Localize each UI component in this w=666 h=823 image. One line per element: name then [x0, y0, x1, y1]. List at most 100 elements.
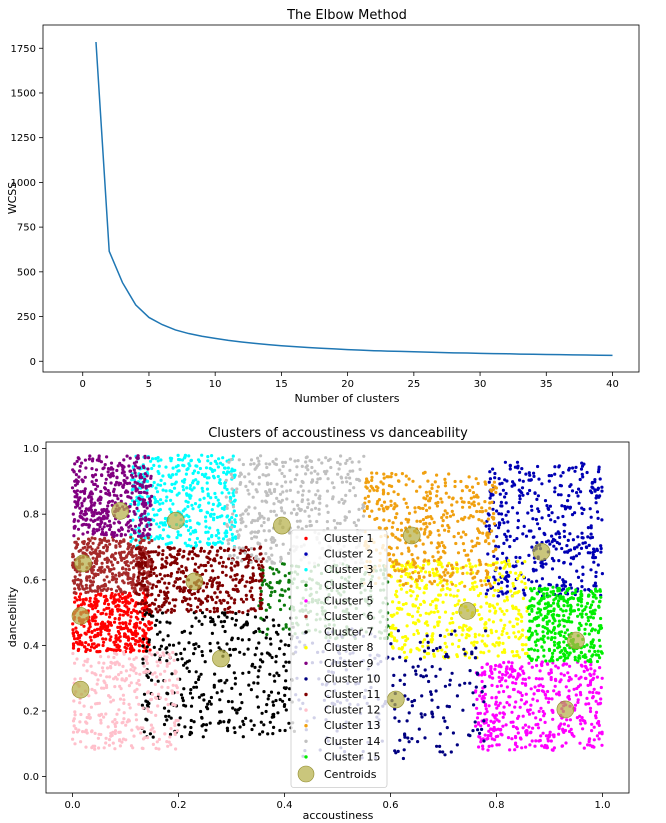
cluster-point: [87, 627, 91, 631]
cluster-point: [520, 693, 524, 698]
cluster-point: [270, 586, 274, 590]
cluster-point: [524, 635, 529, 639]
cluster-point: [128, 619, 132, 623]
cluster-point: [77, 587, 81, 591]
cluster-point: [169, 541, 173, 545]
cluster-point: [93, 508, 97, 512]
cluster-point: [389, 503, 393, 507]
cluster-point: [492, 594, 496, 598]
cluster-point: [182, 464, 186, 468]
cluster-point: [99, 655, 103, 659]
cluster-point: [557, 465, 561, 469]
cluster-point: [137, 564, 141, 568]
cluster-point: [170, 689, 174, 693]
cluster-point: [511, 681, 515, 685]
cluster-series-9: [70, 454, 154, 539]
cluster-point: [420, 694, 424, 698]
cluster-point: [422, 591, 426, 595]
cluster-point: [258, 629, 262, 634]
cluster-point: [182, 596, 186, 600]
cluster-point: [544, 562, 548, 566]
cluster-point: [97, 528, 101, 532]
cluster-point: [282, 704, 286, 709]
cluster-point: [233, 676, 238, 680]
cluster-point: [120, 740, 124, 744]
cluster-point: [476, 711, 480, 716]
cluster-point: [472, 703, 476, 707]
cluster-point: [158, 654, 162, 658]
cluster-point: [90, 569, 94, 573]
cluster-point: [150, 539, 154, 543]
cluster-point: [247, 670, 251, 675]
cluster-point: [404, 517, 408, 521]
cluster-point: [205, 582, 209, 586]
cluster-point: [561, 730, 566, 734]
cluster-point: [204, 728, 208, 732]
cluster-point: [520, 681, 525, 685]
cluster-point: [563, 504, 567, 509]
cluster-point: [501, 551, 505, 556]
cluster-point: [509, 720, 513, 724]
cluster-scatter-chart: Clusters of accoustiness vs danceability…: [6, 426, 630, 822]
cluster-point: [269, 593, 273, 598]
cluster-point: [218, 461, 223, 465]
cluster-point: [472, 640, 477, 644]
cluster-point: [559, 672, 563, 676]
elbow-y-tick-label: 250: [17, 312, 36, 323]
cluster-point: [247, 558, 252, 562]
cluster-point: [575, 716, 580, 720]
cluster-point: [99, 630, 103, 634]
cluster-point: [438, 750, 442, 754]
cluster-point: [269, 642, 273, 646]
cluster-point: [250, 593, 254, 598]
cluster-point: [524, 586, 528, 590]
cluster-point: [494, 629, 498, 634]
cluster-point: [514, 635, 518, 639]
cluster-point: [143, 454, 147, 458]
cluster-point: [543, 693, 548, 697]
cluster-point: [570, 513, 575, 517]
cluster-point: [217, 646, 221, 650]
cluster-point: [590, 745, 594, 749]
cluster-point: [536, 494, 541, 498]
cluster-point: [486, 734, 490, 738]
cluster-point: [146, 512, 150, 516]
cluster-point: [262, 723, 266, 727]
cluster-point: [124, 723, 128, 727]
cluster-point: [188, 691, 193, 695]
cluster-point: [118, 648, 122, 653]
cluster-point: [445, 645, 449, 649]
cluster-point: [256, 675, 260, 679]
cluster-point: [457, 625, 462, 630]
cluster-point: [581, 727, 585, 731]
cluster-point: [106, 504, 110, 508]
elbow-x-tick-label: 5: [146, 379, 152, 390]
cluster-point: [413, 561, 417, 565]
cluster-point: [217, 581, 221, 585]
cluster-point: [219, 679, 223, 683]
cluster-point: [97, 459, 101, 463]
cluster-point: [204, 472, 208, 476]
cluster-point: [129, 580, 133, 585]
cluster-point: [111, 720, 115, 724]
cluster-point: [593, 489, 597, 493]
cluster-point: [501, 629, 505, 633]
cluster-point: [223, 466, 227, 470]
cluster-point: [394, 535, 398, 539]
cluster-point: [180, 458, 185, 462]
cluster-point: [169, 574, 173, 578]
cluster-point: [96, 592, 101, 596]
cluster-point: [108, 493, 112, 497]
cluster-point: [146, 736, 150, 740]
cluster-point: [468, 587, 472, 592]
cluster-point: [230, 617, 234, 621]
cluster-point: [123, 533, 127, 537]
cluster-point: [154, 499, 158, 504]
cluster-point: [140, 579, 144, 583]
cluster-point: [221, 564, 225, 568]
cluster-series-13: [362, 470, 498, 588]
cluster-point: [190, 592, 194, 597]
cluster-point: [102, 679, 106, 683]
cluster-point: [521, 493, 525, 497]
cluster-point: [515, 460, 520, 464]
